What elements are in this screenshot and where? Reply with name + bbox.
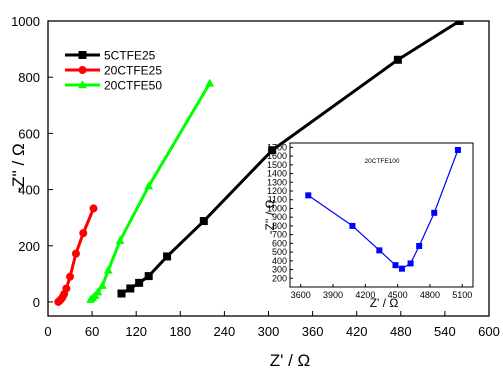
inset-data-point: [392, 262, 399, 269]
main-data-point: [199, 217, 208, 226]
main-data-point: [205, 78, 215, 87]
inset-y-tick-label: 400: [272, 256, 287, 266]
inset-data-point: [305, 192, 312, 199]
inset-y-tick-label: 1700: [267, 142, 287, 152]
main-data-point: [115, 235, 125, 244]
main-x-tick-label: 540: [434, 324, 456, 339]
inset-x-tick-label: 3600: [291, 290, 311, 300]
inset-y-tick-label: 900: [272, 212, 287, 222]
main-x-tick-label: 60: [85, 324, 99, 339]
inset-data-point: [407, 260, 414, 267]
inset-x-tick-label: 4200: [355, 290, 375, 300]
inset-x-axis-title: Z' / Ω: [370, 296, 399, 310]
main-data-point: [103, 265, 113, 274]
main-data-point: [71, 249, 80, 258]
inset-plot-frame: [289, 142, 474, 288]
inset-y-tick-label: 1600: [267, 151, 287, 161]
main-x-tick-label: 300: [258, 324, 280, 339]
main-data-point: [144, 181, 154, 190]
main-x-tick-label: 0: [44, 324, 51, 339]
main-data-point: [117, 289, 126, 298]
main-data-point: [163, 252, 172, 261]
main-x-tick-label: 180: [169, 324, 191, 339]
main-data-point: [89, 204, 98, 213]
legend-label-20CTFE25: 20CTFE25: [104, 64, 162, 78]
main-data-point: [144, 272, 153, 281]
main-x-tick-label: 120: [125, 324, 147, 339]
legend-marker-20CTFE25: [78, 66, 87, 74]
legend-marker-5CTFE25: [78, 51, 87, 59]
main-axes: 0 60 120 180 240 300 360 420 480 540 600 0 200 400 600…: [11, 14, 500, 339]
inset-y-tick-label: 1100: [268, 195, 287, 205]
inset-y-tick-label: 700: [272, 230, 287, 240]
main-y-tick-label: 1000: [11, 14, 40, 29]
main-x-tick-label: 360: [302, 324, 324, 339]
inset-data-point: [416, 242, 423, 249]
inset-y-tick-label: 300: [272, 265, 287, 275]
inset-data-point: [349, 222, 356, 229]
inset-y-tick-label: 1300: [267, 177, 287, 187]
main-x-tick-label: 240: [214, 324, 236, 339]
main-data-point: [97, 280, 107, 289]
inset-y-tick-label: 500: [272, 247, 287, 257]
inset-y-tick-label: 1000: [267, 203, 287, 213]
inset-plot-series: [305, 146, 461, 272]
main-data-point: [455, 21, 464, 25]
inset-y-tick-label: 1200: [267, 186, 287, 196]
main-data-point: [393, 55, 402, 64]
main-data-point: [62, 284, 71, 293]
inset-background: [290, 143, 473, 287]
inset-data-point: [376, 247, 383, 254]
main-y-axis-title: -Z'' / Ω: [9, 143, 28, 192]
main-x-tick-label: 420: [346, 324, 368, 339]
inset-x-tick-label: 3900: [323, 290, 343, 300]
main-x-axis-title: Z' / Ω: [270, 351, 311, 370]
main-data-point: [79, 229, 88, 238]
main-x-tick-label: 600: [478, 324, 500, 339]
inset-y-tick-label: 200: [272, 273, 287, 283]
legend-label-5CTFE25: 5CTFE25: [104, 49, 156, 63]
main-y-tick-label: 800: [18, 70, 40, 85]
main-data-point: [135, 278, 144, 287]
main-data-point: [268, 146, 277, 155]
inset-annotation: 20CTFE100: [364, 158, 399, 165]
main-y-tick-label: 200: [18, 239, 40, 254]
inset-data-point: [454, 146, 461, 153]
main-data-point: [126, 284, 135, 293]
main-data-point: [93, 287, 103, 296]
inset-y-axis-title: -Z'' / Ω: [263, 200, 277, 235]
legend-label-20CTFE50: 20CTFE50: [104, 79, 162, 93]
main-plot-series: [54, 21, 464, 306]
inset-y-tick-label: 800: [272, 221, 287, 231]
main-y-tick-label: 400: [18, 183, 40, 198]
inset-y-tick-label: 600: [272, 238, 287, 248]
inset-x-tick-label: 5100: [452, 290, 472, 300]
legend-marker-20CTFE50: [78, 80, 87, 89]
inset-x-tick-label: 4500: [388, 290, 408, 300]
inset-data-point: [398, 265, 405, 272]
inset-y-tick-label: 1400: [267, 169, 287, 179]
inset-y-tick-label: 1500: [267, 160, 287, 170]
inset-axes: 3600 3900 4200 4500 4800 5100 2003004005006007…: [267, 142, 472, 300]
main-y-tick-label: 0: [33, 295, 40, 310]
main-x-tick-label: 480: [390, 324, 412, 339]
main-y-tick-label: 600: [18, 126, 40, 141]
inset-x-tick-label: 4800: [420, 290, 440, 300]
main-data-point: [66, 272, 75, 281]
inset-data-point: [431, 209, 438, 216]
